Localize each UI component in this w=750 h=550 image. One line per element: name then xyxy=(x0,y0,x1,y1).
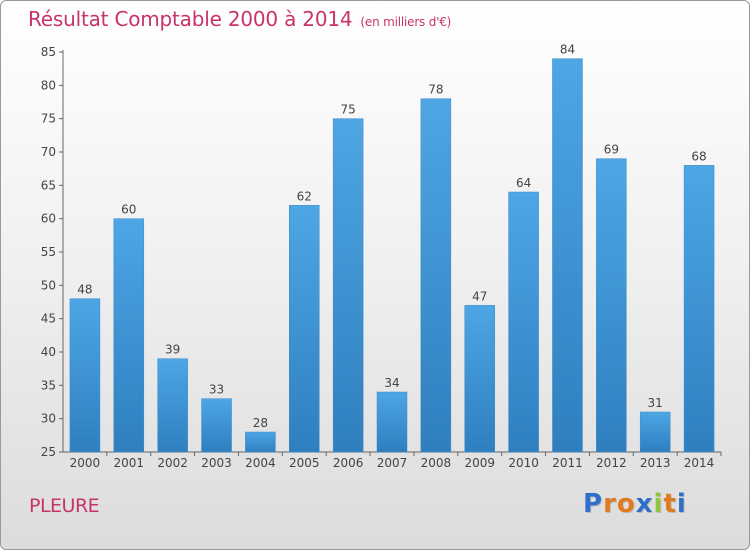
proxiti-logo[interactable]: Proxiti xyxy=(583,489,687,519)
commune-name: PLEURE xyxy=(29,495,100,517)
y-tick-label: 50 xyxy=(41,278,56,292)
x-tick-label: 2007 xyxy=(377,456,408,470)
bar-value-label: 62 xyxy=(297,189,312,203)
logo-letter: t xyxy=(663,489,677,519)
bar xyxy=(464,305,495,453)
logo-letter: o xyxy=(616,489,636,519)
x-tick-label: 2009 xyxy=(464,456,495,470)
x-tick-label: 2014 xyxy=(684,456,715,470)
bar-value-label: 48 xyxy=(77,283,92,297)
x-tick-label: 2013 xyxy=(640,456,671,470)
y-tick-label: 25 xyxy=(41,445,56,459)
bars xyxy=(69,58,715,453)
y-tick-label: 40 xyxy=(41,345,56,359)
bar xyxy=(420,98,452,453)
chart-title: Résultat Comptable 2000 à 2014 (en millie… xyxy=(28,7,451,31)
y-tick-label: 45 xyxy=(41,312,56,326)
logo-letter: x xyxy=(635,489,654,519)
x-tick-label: 2012 xyxy=(596,456,627,470)
y-tick-label: 30 xyxy=(41,412,56,426)
x-tick-label: 2011 xyxy=(552,456,583,470)
bar xyxy=(552,58,583,453)
bar-value-label: 39 xyxy=(165,343,180,357)
bar xyxy=(639,411,671,453)
bar-value-label: 47 xyxy=(472,289,487,303)
bar-value-label: 33 xyxy=(209,383,224,397)
bar xyxy=(332,118,364,453)
bar xyxy=(376,391,408,453)
bar-value-label: 68 xyxy=(691,149,706,163)
bar-value-label: 69 xyxy=(604,143,619,157)
bar xyxy=(683,165,715,453)
bar-value-label: 31 xyxy=(648,396,663,410)
x-tick-label: 2003 xyxy=(201,456,232,470)
x-tick-label: 2010 xyxy=(508,456,539,470)
bar-value-label: 60 xyxy=(121,203,136,217)
bar xyxy=(289,205,320,453)
bar xyxy=(69,298,101,453)
logo-letter: r xyxy=(603,489,617,519)
y-tick-label: 85 xyxy=(41,45,56,59)
bar-value-label: 75 xyxy=(340,103,355,117)
x-tick-label: 2008 xyxy=(421,456,452,470)
bar-value-label: 64 xyxy=(516,176,531,190)
x-tick-label: 2002 xyxy=(157,456,188,470)
y-tick-label: 65 xyxy=(41,178,56,192)
y-tick-label: 35 xyxy=(41,378,56,392)
chart-title-text: Résultat Comptable 2000 à 2014 xyxy=(28,7,353,31)
x-tick-label: 2001 xyxy=(114,456,145,470)
x-tick-label: 2004 xyxy=(245,456,276,470)
bar-value-label: 34 xyxy=(384,376,399,390)
x-tick-label: 2005 xyxy=(289,456,320,470)
axes: 25 30 35 40 45 50 55 60 65 70 75 80 85 2000 2001 2002 20… xyxy=(41,45,722,470)
logo-letter: i xyxy=(676,489,687,519)
y-tick-label: 80 xyxy=(41,78,56,92)
bar xyxy=(596,158,627,453)
logo-letter: i xyxy=(653,489,664,519)
x-tick-label: 2000 xyxy=(70,456,101,470)
y-tick-label: 75 xyxy=(41,112,56,126)
bar xyxy=(201,398,232,453)
y-tick-label: 55 xyxy=(41,245,56,259)
chart-unit-label: (en milliers d'€) xyxy=(360,15,452,29)
y-tick-label: 60 xyxy=(41,212,56,226)
logo-letter: P xyxy=(583,489,604,519)
bar xyxy=(157,358,188,453)
bar xyxy=(245,431,276,453)
x-tick-label: 2006 xyxy=(333,456,364,470)
bar-value-label: 84 xyxy=(560,43,575,57)
bar-value-label: 28 xyxy=(253,416,268,430)
bar xyxy=(113,218,145,453)
bar xyxy=(508,191,539,453)
y-tick-label: 70 xyxy=(41,145,56,159)
labels: 48 60 39 33 28 62 75 34 78 47 64 84 69 31 68 xyxy=(77,43,706,430)
bar-value-label: 78 xyxy=(428,83,443,97)
